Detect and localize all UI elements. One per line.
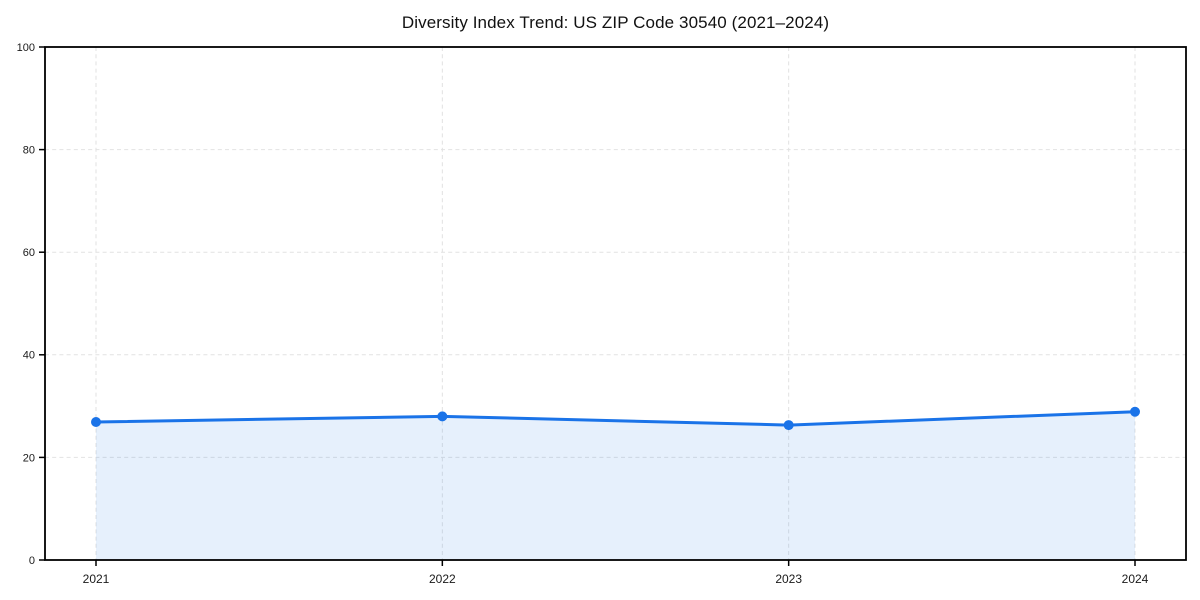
x-tick-label-2021: 2021 <box>83 572 110 586</box>
plot-frame <box>44 46 1187 561</box>
x-tick-label-2024: 2024 <box>1122 572 1149 586</box>
trend-line <box>94 410 1137 427</box>
data-point-2022 <box>437 411 448 422</box>
data-point-2024 <box>1130 406 1140 417</box>
y-tick-label-40: 40 <box>23 350 35 362</box>
y-tick-label-80: 80 <box>23 144 35 156</box>
data-point-2023 <box>783 420 794 431</box>
chart-title: Diversity Index Trend: US ZIP Code 30540… <box>401 13 830 32</box>
y-tick-label-0: 0 <box>29 555 35 567</box>
data-point-2021 <box>91 417 101 428</box>
y-tick-label-60: 60 <box>23 247 35 259</box>
x-tick-label-2022: 2022 <box>429 572 456 586</box>
area-fill <box>96 411 1135 560</box>
y-tick-label-100: 100 <box>17 42 35 54</box>
x-tick-label-2023: 2023 <box>775 572 802 586</box>
y-tick-label-20: 20 <box>23 452 35 464</box>
